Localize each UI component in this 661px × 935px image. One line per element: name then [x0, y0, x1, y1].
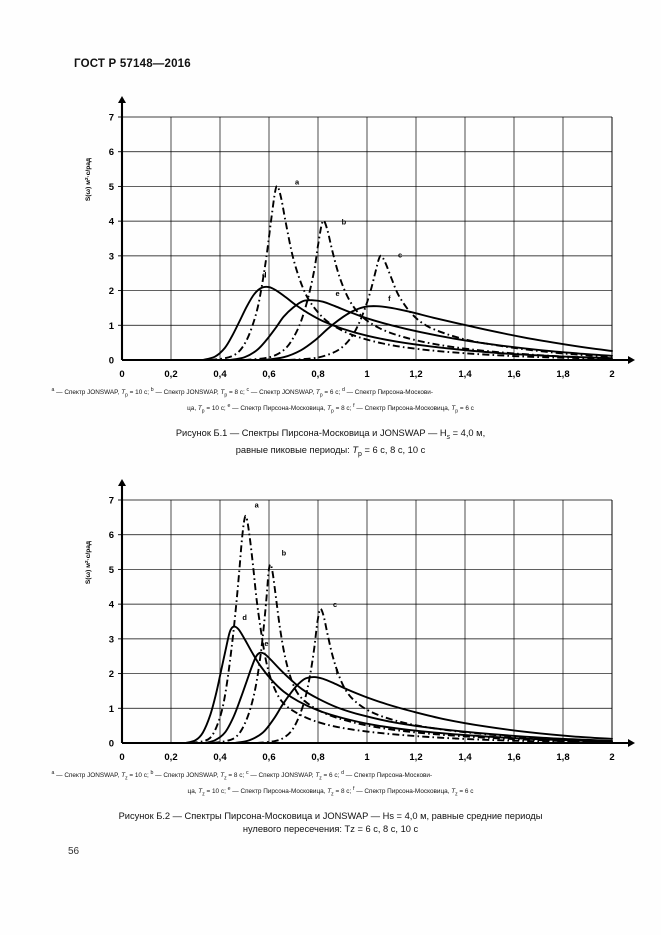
svg-text:2: 2 [109, 286, 114, 297]
figure-b1-footnote: a — Спектр JONSWAP, Tp = 10 с; b — Спект… [46, 385, 616, 417]
svg-text:5: 5 [109, 565, 115, 576]
svg-text:0,6: 0,6 [262, 369, 275, 380]
svg-text:5: 5 [109, 182, 115, 193]
svg-text:S(ω) м2·с/рад: S(ω) м2·с/рад [84, 157, 93, 201]
figure-b2-footnote: a — Спектр JONSWAP, Tz = 10 с; b — Спект… [46, 768, 616, 800]
figure-b1-caption: Рисунок Б.1 — Спектры Пирсона-Московица … [31, 417, 631, 461]
svg-text:1: 1 [109, 704, 115, 715]
figure-b2-footnote-line-1: a — Спектр JONSWAP, Tz = 10 с; b — Спект… [51, 770, 433, 782]
curve-label-f: f [388, 294, 391, 303]
figure-b1-footnote-line-1: a — Спектр JONSWAP, Tp = 10 с; b — Спект… [51, 387, 433, 399]
svg-text:6: 6 [109, 530, 114, 541]
figure-b1-caption-line-2: равные пиковые периоды: Tp = 6 с, 8 с, 1… [235, 444, 426, 458]
curve-d [201, 285, 613, 361]
figure-b1-svg: 0 0,2 0,4 0,6 0,8 1 1,2 1,4 1,6 1,8 2 0 1 2 3 4 5 6 7 S(ω) … [84, 96, 635, 380]
curve-label-c: c [333, 600, 337, 609]
curve-d [184, 625, 613, 744]
curve-b [212, 563, 613, 744]
curve-label-e: e [335, 289, 339, 298]
svg-text:2: 2 [609, 752, 614, 763]
svg-text:3: 3 [109, 251, 114, 262]
svg-text:0,2: 0,2 [164, 369, 177, 380]
svg-text:0,4: 0,4 [213, 752, 227, 763]
curve-label-c: c [398, 251, 402, 260]
svg-text:1,4: 1,4 [458, 369, 472, 380]
figure-b2-footnote-line-2: ца, Tz = 10 с; e — Спектр Пирсона-Москов… [187, 785, 474, 798]
curve-f [263, 305, 613, 361]
svg-text:1: 1 [364, 752, 370, 763]
curve-c [256, 607, 613, 744]
svg-text:2: 2 [609, 369, 614, 380]
figure-b1-footnote-line-2: ца, Tp = 10 с; e — Спектр Пирсона-Москов… [187, 402, 474, 415]
curve-label-e: e [264, 639, 268, 648]
figure-b1-caption-line-1: Рисунок Б.1 — Спектры Пирсона-Московица … [175, 427, 486, 441]
svg-text:7: 7 [109, 496, 114, 507]
curve-a [210, 185, 613, 361]
svg-text:4: 4 [109, 600, 115, 611]
curve-b [244, 219, 613, 361]
curve-e [228, 299, 613, 361]
svg-text:S(ω) м2·с/рад: S(ω) м2·с/рад [84, 540, 93, 584]
svg-text:1,8: 1,8 [556, 752, 569, 763]
figure-b2-svg: 0 0,2 0,4 0,6 0,8 1 1,2 1,4 1,6 1,8 2 0 1 2 3 4 5 6 7 S(ω) … [84, 479, 635, 763]
curve-label-d: d [262, 270, 267, 279]
svg-text:0,6: 0,6 [262, 752, 275, 763]
svg-text:0: 0 [119, 369, 124, 380]
curve-f [233, 676, 613, 744]
figure-b2-block: 0 0,2 0,4 0,6 0,8 1 1,2 1,4 1,6 1,8 2 0 1 2 3 4 5 6 7 S(ω) … [0, 478, 661, 836]
svg-text:4: 4 [109, 217, 115, 228]
svg-text:1,8: 1,8 [556, 369, 569, 380]
svg-text:0: 0 [119, 752, 124, 763]
figure-b2-chart-area: 0 0,2 0,4 0,6 0,8 1 1,2 1,4 1,6 1,8 2 0 1 2 3 4 5 6 7 S(ω) … [76, 478, 636, 768]
curve-label-d: d [242, 613, 247, 622]
svg-text:0: 0 [109, 356, 114, 367]
page-number: 56 [68, 846, 80, 857]
svg-text:1: 1 [109, 321, 115, 332]
curve-label-a: a [295, 178, 300, 187]
svg-text:0,8: 0,8 [311, 369, 324, 380]
curve-label-f: f [335, 667, 338, 676]
svg-text:1,6: 1,6 [507, 369, 520, 380]
svg-text:0,8: 0,8 [311, 752, 324, 763]
svg-text:1,4: 1,4 [458, 752, 472, 763]
curve-label-b: b [342, 218, 347, 227]
figure-b2-caption-line-1: Рисунок Б.2 — Спектры Пирсона-Московица … [118, 810, 543, 821]
curve-label-b: b [282, 549, 287, 558]
svg-text:1,2: 1,2 [409, 369, 422, 380]
svg-text:0: 0 [109, 739, 114, 750]
figure-b2-caption: Рисунок Б.2 — Спектры Пирсона-Московица … [31, 800, 631, 836]
svg-text:7: 7 [109, 113, 114, 124]
svg-text:3: 3 [109, 634, 114, 645]
svg-text:1,2: 1,2 [409, 752, 422, 763]
svg-text:1,6: 1,6 [507, 752, 520, 763]
svg-text:0,2: 0,2 [164, 752, 177, 763]
figure-b2-caption-line-2: нулевого пересечения: Tz = 6 с, 8 с, 10 … [242, 823, 419, 834]
svg-text:6: 6 [109, 147, 114, 158]
figure-b1-chart-area: 0 0,2 0,4 0,6 0,8 1 1,2 1,4 1,6 1,8 2 0 1 2 3 4 5 6 7 S(ω) … [76, 95, 636, 385]
figure-b1-block: 0 0,2 0,4 0,6 0,8 1 1,2 1,4 1,6 1,8 2 0 1 2 3 4 5 6 7 S(ω) … [0, 95, 661, 461]
svg-text:0,4: 0,4 [213, 369, 227, 380]
standard-header: ГОСТ Р 57148—2016 [74, 58, 191, 70]
curve-label-a: a [255, 501, 260, 510]
svg-text:1: 1 [364, 369, 370, 380]
svg-text:2: 2 [109, 669, 114, 680]
curve-e [204, 651, 613, 744]
curve-a [190, 514, 613, 744]
